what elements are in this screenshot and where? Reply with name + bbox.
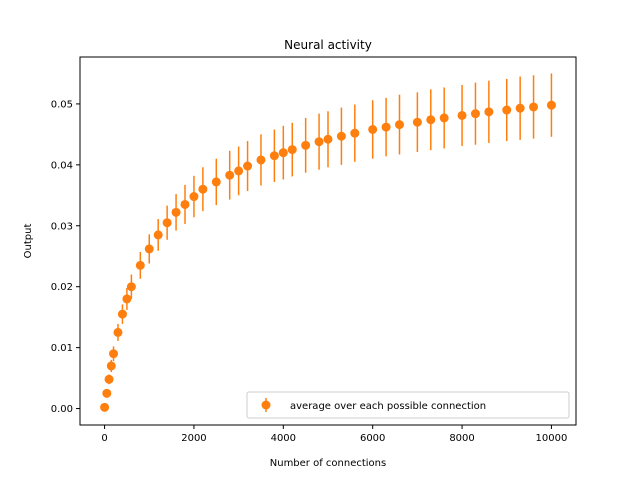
y-tick-label: 0.02 — [51, 282, 73, 293]
legend-entry-label: average over each possible connection — [290, 401, 486, 412]
plot-frame — [79, 56, 577, 426]
data-point — [234, 166, 244, 176]
data-point — [323, 134, 333, 144]
data-point — [546, 100, 556, 110]
data-point — [225, 170, 235, 180]
data-point — [126, 282, 136, 292]
data-point — [135, 260, 145, 270]
data-point — [243, 161, 253, 171]
y-tick-label: 0.05 — [51, 99, 73, 110]
data-point — [256, 155, 266, 165]
y-tick-label: 0.04 — [51, 160, 73, 171]
x-tick-label: 4000 — [271, 433, 296, 444]
chart-title: Neural activity — [284, 38, 372, 52]
x-tick-label: 0 — [101, 433, 107, 444]
data-point — [109, 349, 119, 359]
data-point — [100, 402, 110, 412]
data-marks — [100, 73, 556, 412]
legend-marker-icon — [261, 400, 271, 410]
data-point — [412, 117, 422, 127]
y-tick-label: 0.03 — [51, 221, 73, 232]
data-point — [368, 125, 378, 135]
x-tick-label: 2000 — [181, 433, 206, 444]
data-point — [381, 122, 391, 132]
y-axis: 0.00 0.01 0.02 0.03 0.04 0.05 — [51, 99, 80, 415]
y-tick-label: 0.00 — [51, 404, 73, 415]
data-point — [171, 207, 181, 217]
data-point — [301, 140, 311, 150]
data-point — [153, 230, 163, 240]
data-point — [457, 110, 467, 120]
data-point — [211, 177, 221, 187]
data-point — [269, 151, 279, 161]
data-point — [198, 184, 208, 194]
x-tick-label: 6000 — [360, 433, 385, 444]
x-tick-label: 8000 — [449, 433, 474, 444]
data-point — [144, 244, 154, 254]
data-point — [439, 113, 449, 123]
data-point — [189, 192, 199, 202]
data-point — [314, 137, 324, 147]
data-point — [180, 199, 190, 209]
data-point — [106, 361, 116, 371]
x-axis-label: Number of connections — [270, 458, 386, 469]
data-point — [529, 102, 539, 112]
data-point — [104, 374, 114, 384]
legend-box — [246, 391, 570, 419]
data-point — [484, 107, 494, 117]
data-point — [502, 105, 512, 115]
x-tick-label: 10000 — [536, 433, 568, 444]
data-point — [515, 103, 525, 113]
y-tick-label: 0.01 — [51, 343, 73, 354]
data-point — [113, 327, 123, 337]
legend: average over each possible connection — [246, 391, 570, 419]
data-point — [394, 120, 404, 130]
data-point — [350, 128, 360, 138]
data-point — [287, 145, 297, 155]
data-point — [102, 388, 112, 398]
data-point — [122, 294, 132, 304]
x-axis: 0 2000 4000 6000 8000 10000 — [101, 425, 567, 444]
data-point — [117, 309, 127, 319]
y-axis-label: Output — [23, 224, 34, 259]
data-point — [426, 115, 436, 125]
data-point — [336, 131, 346, 141]
data-point — [470, 109, 480, 119]
data-point — [162, 218, 172, 228]
data-point — [278, 148, 288, 158]
